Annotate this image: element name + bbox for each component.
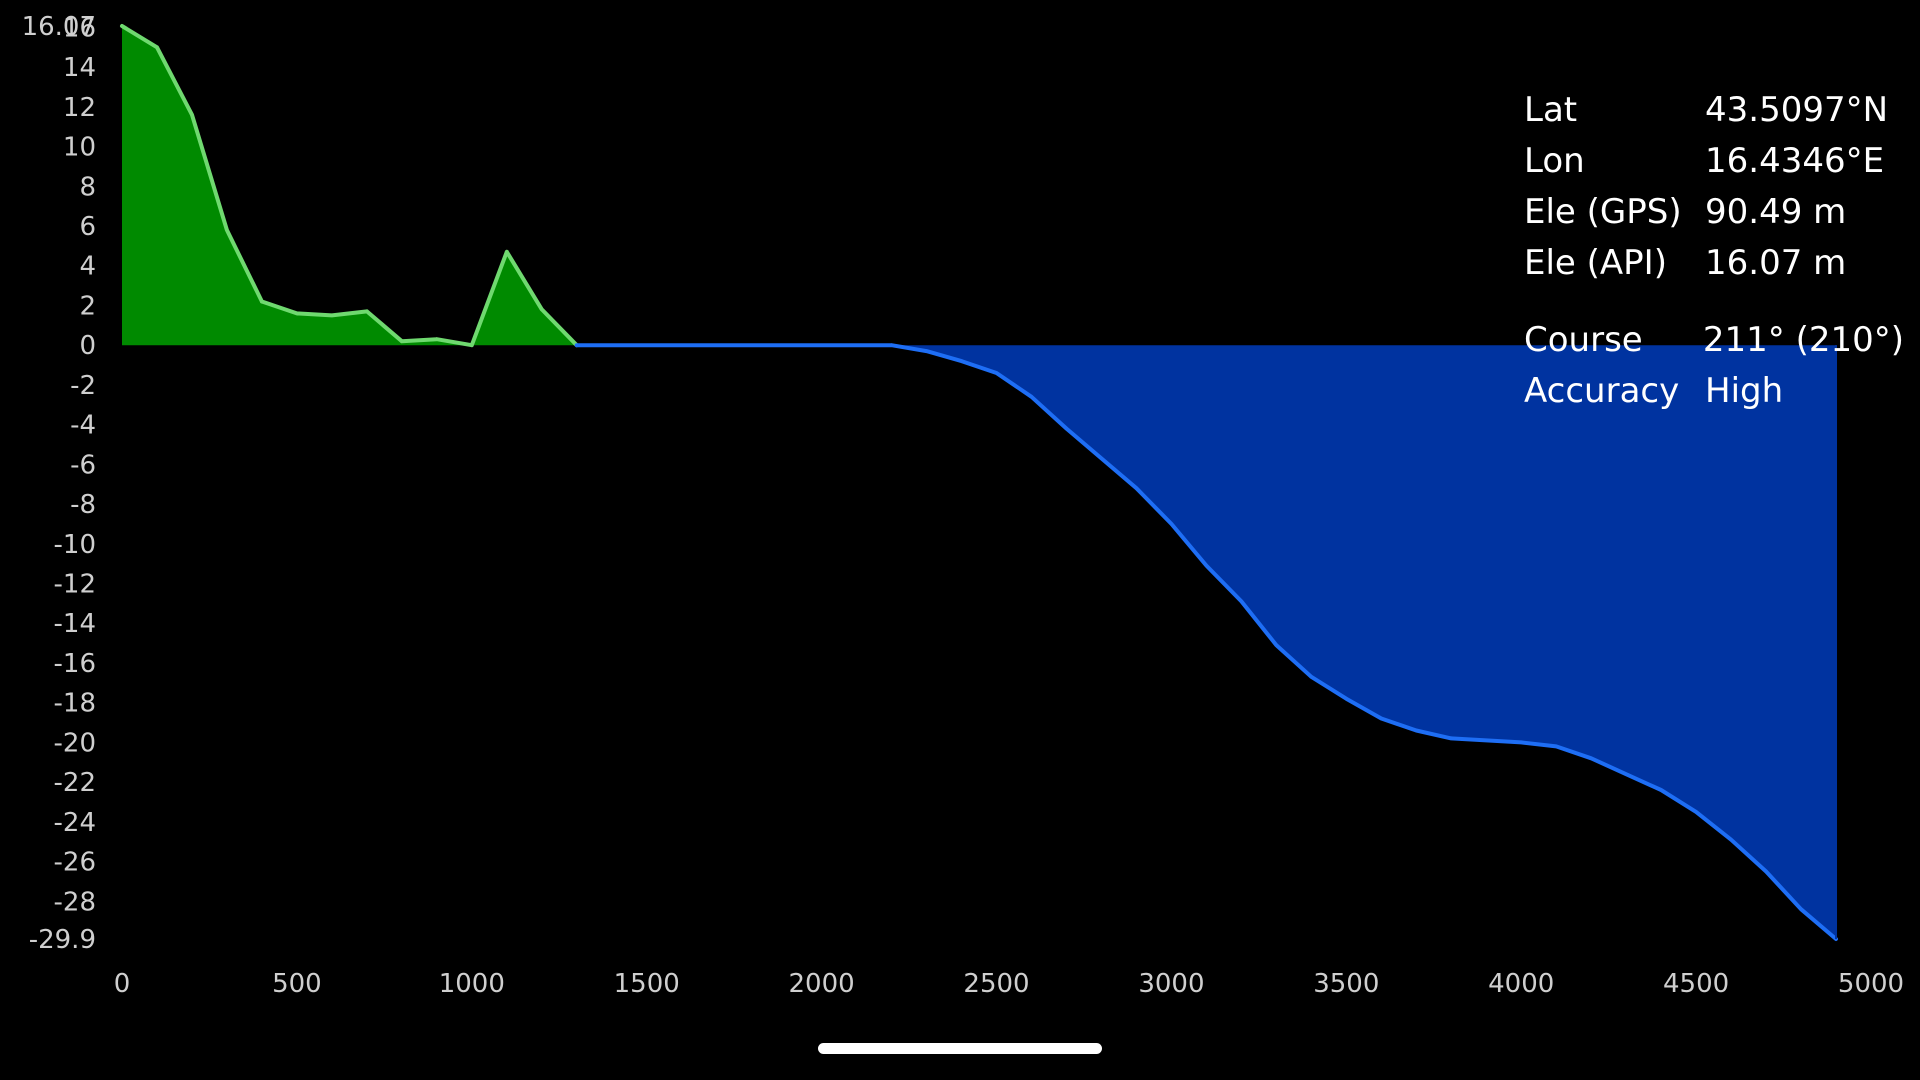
x-tick-label: 1000 (439, 969, 505, 999)
x-tick-label: 0 (114, 969, 131, 999)
info-row-lat: Lat 43.5097°N (1524, 84, 1904, 135)
y-tick-label: -28 (54, 887, 96, 917)
y-tick-label: 6 (79, 212, 96, 242)
y-tick-label: -20 (54, 728, 96, 758)
y-tick-label: -12 (54, 569, 96, 599)
x-tick-label: 1500 (614, 969, 680, 999)
y-tick-label: 0 (79, 331, 96, 361)
info-value: High (1705, 370, 1784, 411)
y-tick-label: -22 (54, 768, 96, 798)
info-label: Lon (1524, 140, 1585, 181)
x-tick-label: 2000 (789, 969, 855, 999)
x-tick-label: 500 (272, 969, 322, 999)
info-row-ele-api: Ele (API) 16.07 m (1524, 237, 1904, 288)
info-label: Ele (GPS) (1524, 191, 1682, 232)
x-tick-label: 3000 (1138, 969, 1204, 999)
info-row-lon: Lon 16.4346°E (1524, 135, 1904, 186)
y-tick-label: -6 (70, 450, 96, 480)
y-tick-label: 16.07 (22, 12, 96, 42)
info-value: 90.49 m (1705, 191, 1847, 232)
y-tick-label: 10 (63, 133, 96, 163)
y-tick-label: -16 (54, 649, 96, 679)
y-tick-label: -10 (54, 530, 96, 560)
y-tick-label: 8 (79, 172, 96, 202)
y-tick-label: -24 (54, 808, 96, 838)
chart-line-layer (120, 24, 1838, 941)
y-tick-label: -29.9 (29, 925, 96, 955)
x-tick-label: 5000 (1838, 969, 1904, 999)
home-indicator-bar[interactable] (818, 1043, 1102, 1054)
y-tick-label: 12 (63, 93, 96, 123)
negative-elevation-area (122, 345, 1836, 939)
positive-elevation-line (120, 24, 579, 348)
y-tick-label: -14 (54, 609, 96, 639)
info-label: Lat (1524, 89, 1578, 130)
info-value: 16.07 m (1705, 242, 1847, 283)
location-info-panel: Lat 43.5097°N Lon 16.4346°E Ele (GPS) 90… (1524, 84, 1904, 416)
y-tick-label: -8 (70, 490, 96, 520)
info-value: 43.5097°N (1705, 89, 1889, 130)
info-row-accuracy: Accuracy High (1524, 365, 1904, 416)
y-tick-label: -4 (70, 411, 96, 441)
info-label: Accuracy (1524, 370, 1680, 411)
info-row-course: Course 211° (210°) (1524, 314, 1904, 365)
info-label: Ele (API) (1524, 242, 1667, 283)
info-value: 16.4346°E (1705, 140, 1885, 181)
y-tick-label: -2 (70, 371, 96, 401)
y-tick-label: 4 (79, 252, 96, 282)
y-tick-label: -18 (54, 689, 96, 719)
info-label: Course (1524, 319, 1643, 360)
info-value: 211° (210°) (1702, 319, 1904, 360)
info-row-ele-gps: Ele (GPS) 90.49 m (1524, 186, 1904, 237)
y-tick-label: -26 (54, 848, 96, 878)
y-tick-label: 2 (79, 291, 96, 321)
negative-elevation-line (574, 343, 1838, 941)
x-tick-label: 4000 (1488, 969, 1554, 999)
x-tick-label: 3500 (1313, 969, 1379, 999)
x-tick-label: 2500 (963, 969, 1029, 999)
y-tick-label: 14 (63, 53, 96, 83)
y-tick-label: 16 (63, 13, 96, 43)
x-axis-tick-labels: 0 500 1000 1500 2000 2500 3000 3500 4000 4500 5000 (114, 969, 1904, 999)
x-tick-label: 4500 (1663, 969, 1729, 999)
